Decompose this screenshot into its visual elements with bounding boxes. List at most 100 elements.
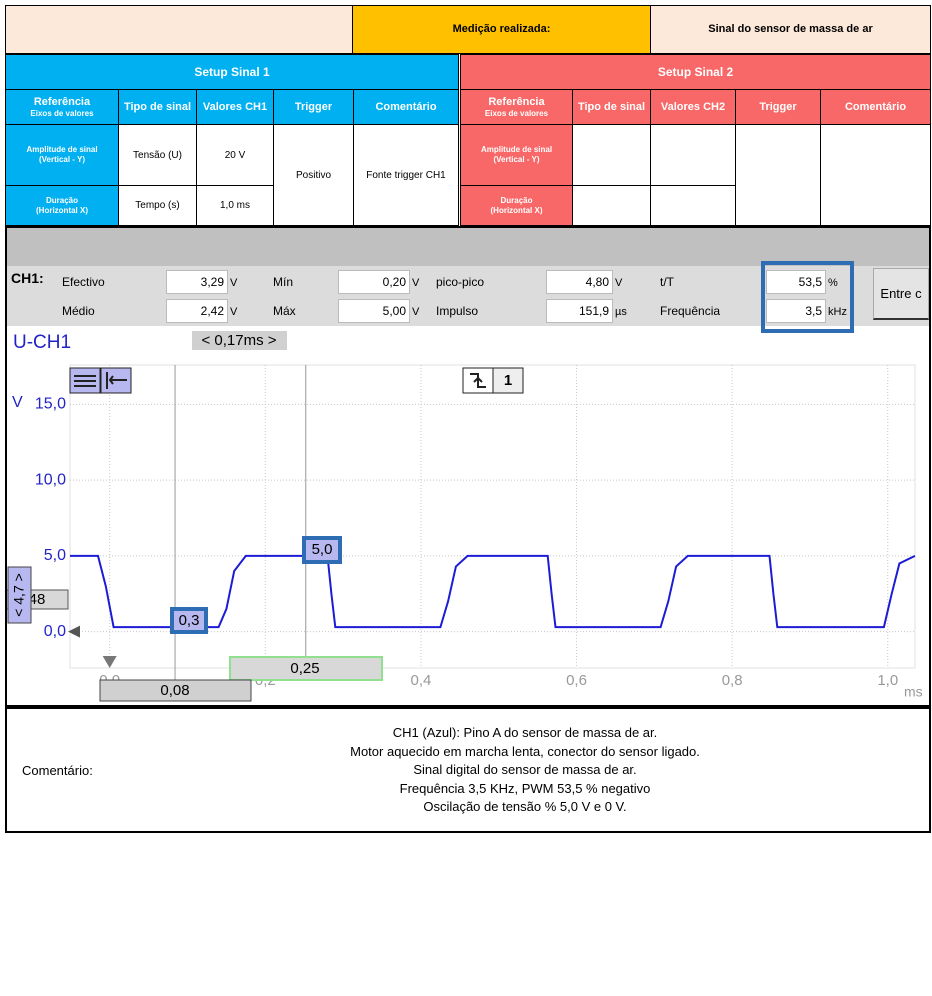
comment-line: Oscilação de tensão % 5,0 V e 0 V. [423,799,627,814]
measure-unit: V [615,277,623,289]
column-header: Tipo de sinal [118,89,197,125]
x-axis-label: ms [904,684,923,700]
channel-label: CH1: [11,270,44,286]
header-sub: Eixos de valores [30,108,94,118]
annotation-box [302,536,342,564]
measure-unit: V [412,306,420,318]
comment-line: Sinal digital do sensor de massa de ar. [413,762,637,777]
measure-unit: µs [615,306,627,318]
measure-label: Efectivo [62,275,105,289]
cell: Fonte trigger CH1 [353,124,459,226]
comment-box [5,707,931,833]
annotation: < 0,17ms > [201,332,276,349]
x-tick-label: 0,4 [410,672,431,689]
header-text: Referência [488,95,545,108]
row-text: Duração [500,195,533,205]
cursor-box [99,679,252,702]
cursor-box [229,656,383,681]
x-tick-label: 1,0 [877,672,898,689]
annotation-box [192,331,287,350]
icon-glyph [470,373,486,388]
measure-unit: V [230,277,238,289]
column-header: Tipo de sinal [572,89,651,125]
measure-value: 53,5 [766,270,826,294]
measure-label: t/T [660,275,674,289]
setup-title: Setup Sinal 2 [460,54,931,90]
x-tick-label: 0,8 [722,672,743,689]
comment-line: CH1 (Azul): Pino A do sensor de massa de… [392,725,658,740]
annotation-box [7,566,32,624]
comment-lines: CH1 (Azul): Pino A do sensor de massa de… [300,724,750,817]
trigger-marker [102,656,117,668]
chart-title: U-CH1 [13,332,71,353]
row-header: Amplitude de sinal (Vertical - Y) [5,124,119,186]
measure-label: Máx [273,304,296,318]
column-header: Referência Eixos de valores [460,89,573,125]
row-text: Amplitude de sinal [480,145,553,154]
measure-unit: kHz [828,306,847,318]
y-tick-label: 15,0 [35,396,66,413]
cell [650,185,736,226]
measure-value: 5,00 [338,299,410,323]
y-tick-label: 0,0 [44,623,66,640]
annotation: 0,3 [179,612,200,629]
cell [572,185,651,226]
row-sub: (Horizontal X) [36,205,88,215]
highlight-box [761,261,854,333]
measure-value: 4,80 [546,270,613,294]
measure-label: pico-pico [436,275,485,289]
measure-value: 0,20 [338,270,410,294]
cell: 1,0 ms [196,185,274,226]
column-header: Valores CH1 [196,89,274,125]
annotation: 48 [29,591,46,608]
cell: Positivo [273,124,354,226]
plot-area [69,364,916,669]
row-header: Duração (Horizontal X) [5,185,119,226]
measure-value: 3,29 [166,270,228,294]
row-sub: (Horizontal X) [490,205,543,215]
column-header: Trigger [273,89,354,125]
measure-label: Médio [62,304,95,318]
button[interactable]: Entre c [873,268,929,320]
row-text: Duração [45,195,78,205]
column-header: Comentário [353,89,459,125]
row-text: Amplitude de sinal [26,145,98,154]
column-header: Valores CH2 [650,89,736,125]
scope-chart: U-CH1Vms0,05,010,015,00,00,20,40,60,81,0… [7,331,923,702]
zero-marker [68,625,80,638]
cell [650,124,736,186]
comment-line: Motor aquecido em marcha lenta, conector… [350,743,700,759]
setup-title: Setup Sinal 1 [5,54,459,90]
row-header: Duração (Horizontal X) [460,185,573,226]
cell [735,124,821,226]
measure-unit: V [230,306,238,318]
y-axis-label: V [12,394,23,411]
cell: Tensão (U) [118,124,197,186]
header-text: Referência [33,95,91,108]
icon-glyph [106,372,127,389]
annotation-box [170,607,208,634]
header-blank [5,5,353,54]
comment-label: Comentário: [22,763,93,778]
measure-value: 3,5 [766,299,826,323]
icon-glyph [74,375,96,387]
column-header: Trigger [735,89,821,125]
comment-line: Frequência 3,5 KHz, PWM 53,5 % negativo [399,780,651,796]
header-sub: Eixos de valores [484,108,549,118]
cursor-label: 0,08 [160,682,189,699]
cell [572,124,651,186]
cell: Tempo (s) [118,185,197,226]
y-tick-label: 5,0 [44,547,66,564]
cursor-label: 0,25 [290,660,319,677]
column-header: Comentário [820,89,931,125]
annotation: < 4,7 > [11,573,27,617]
measure-label: Mín [273,275,294,289]
measure-value: 2,42 [166,299,228,323]
row-sub: (Vertical - Y) [493,155,540,164]
column-header: Referência Eixos de valores [5,89,119,125]
y-tick-label: 10,0 [35,471,66,488]
x-tick-label: 0,6 [566,672,587,689]
